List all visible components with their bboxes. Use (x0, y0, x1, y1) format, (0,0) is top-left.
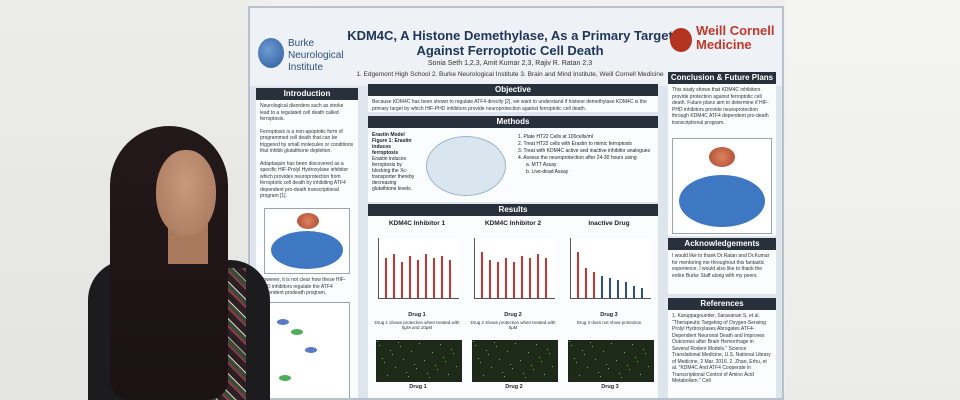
figure-1-caption: Figure 1: Erastin induces ferroptosis (372, 138, 412, 156)
intro-paragraph-1: Neurological disorders such as stroke le… (260, 103, 344, 122)
acknowledgements-section: Acknowledgements I would like to thank D… (668, 238, 776, 294)
method-step-4b: b. Live-dead Assay (526, 169, 569, 175)
introduction-section: Introduction Neurological disorders such… (256, 88, 358, 398)
cornell-seal-icon (670, 28, 692, 52)
objective-heading: Objective (368, 84, 658, 96)
micro-label-1: Drug 1 (409, 384, 427, 390)
methods-section: Methods Erastin Model Figure 1: Erastin … (368, 116, 658, 202)
introduction-heading: Introduction (256, 88, 358, 100)
references-text: 1. Karuppagounder, Saravanan S, et al. "… (672, 313, 771, 384)
conclusion-section: Conclusion & Future Plans This study sho… (668, 72, 776, 236)
method-step-4a: a. MTT Assay (526, 162, 557, 168)
brain-icon (297, 213, 319, 229)
burke-logo-text: Burke Neurological Institute (288, 38, 344, 73)
micro-label-3: Drug 3 (601, 384, 619, 390)
acknowledgements-text: I would like to thank Dr.Ratan and Dr.Ku… (672, 253, 770, 279)
poster-affiliations: 1. Edgemont High School 2. Burke Neurolo… (356, 71, 664, 78)
weill-cornell-logo-text: Weill Cornell Medicine (696, 23, 775, 52)
chart-3-drug-label: Drug 3 (600, 312, 618, 318)
pathway-diagram (264, 302, 350, 398)
microscopy-panel-1 (376, 340, 462, 382)
erastin-cell-diagram (420, 132, 510, 198)
brain-icon-2 (709, 147, 735, 167)
results-section: Results KDM4C Inhibitor 1 Drug 1 Drug 1 … (368, 204, 658, 398)
chart-1-drug-label: Drug 1 (408, 312, 426, 318)
acknowledgements-heading: Acknowledgements (668, 238, 776, 250)
intro-paragraph-2: Ferroptosis is a non-apoptotic form of p… (260, 128, 354, 155)
intro-diagram (264, 208, 350, 274)
chart-1-title: KDM4C Inhibitor 1 (388, 220, 446, 227)
chart-3-caption: Drug 3 does not show protection (576, 320, 642, 325)
research-poster: Burke Neurological Institute KDM4C, A Hi… (248, 6, 784, 400)
microscopy-panel-3 (568, 340, 654, 382)
results-heading: Results (368, 204, 658, 216)
method-step-3: 3. Treat with KDM4C active and inactive … (518, 148, 651, 154)
chart-3 (570, 238, 651, 299)
chart-2-drug-label: Drug 2 (504, 312, 522, 318)
objective-text: Because KDM4C has been shown to regulate… (372, 99, 647, 112)
chart-2 (474, 238, 555, 299)
poster-title: KDM4C, A Histone Demethylase, As a Prima… (347, 28, 673, 58)
objective-section: Objective Because KDM4C has been shown t… (368, 84, 658, 112)
micro-label-2: Drug 2 (505, 384, 523, 390)
figure-1-text: Erastin induces ferroptosis by blocking … (372, 156, 415, 192)
method-step-1: 1. Plate HT22 Cells at 100cells/ml (518, 134, 594, 140)
poster-authors: Sonia Seth 1,2,3, Amit Kumar 2,3, Rajiv … (427, 60, 593, 67)
chart-2-title: KDM4C Inhibitor 2 (484, 220, 542, 227)
wall-right (785, 0, 960, 400)
references-heading: References (668, 298, 776, 310)
intro-paragraph-3: Adaptaquin has been discovered as a spec… (260, 160, 349, 200)
conclusion-diagram (672, 138, 772, 234)
methods-heading: Methods (368, 116, 658, 128)
conclusion-heading: Conclusion & Future Plans (668, 72, 776, 84)
conclusion-text: This study shows that KDM4C inhibitors p… (672, 87, 769, 126)
presenter-person (70, 120, 270, 400)
poster-header: Burke Neurological Institute KDM4C, A Hi… (250, 8, 782, 86)
references-section: References 1. Karuppagounder, Saravanan … (668, 298, 776, 398)
presenter-face (156, 150, 216, 236)
chart-1 (378, 238, 459, 299)
intro-paragraph-4: However, it is not clear how these HIF-P… (260, 277, 346, 296)
chart-2-caption: Drug 2 shows protection when treated wit… (470, 320, 556, 330)
microscopy-panel-2 (472, 340, 558, 382)
method-step-2: 2. Treat HT22 cells with Erastin to mimi… (518, 141, 632, 147)
brain-logo-icon (258, 38, 284, 68)
method-step-4: 4. Assess the neuroprotection after 24-3… (518, 155, 637, 161)
chart-3-title: Inactive Drug (588, 220, 630, 227)
chart-1-caption: Drug 1 shows protection when treated wit… (374, 320, 460, 330)
erastin-model-title: Erastin Model (372, 132, 405, 138)
